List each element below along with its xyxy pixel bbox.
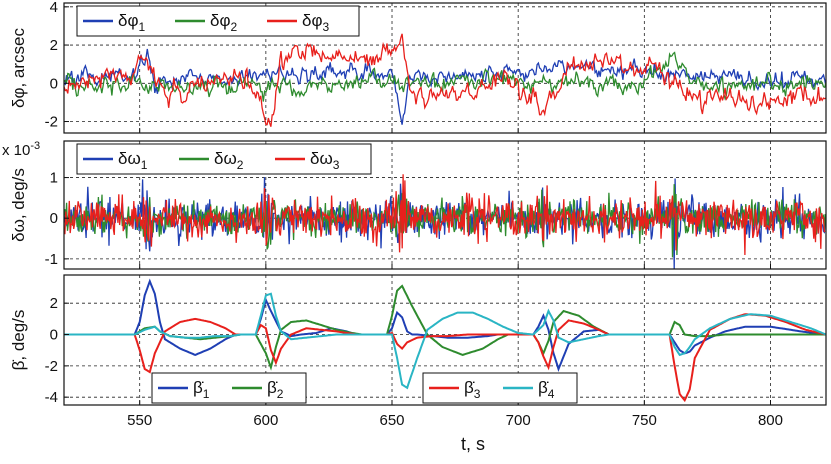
panel-top: -2 0 2 4 δφ, arcsec δφ1 δφ2 δφ3 [9,0,827,134]
y-tick-label: 0 [50,210,58,227]
series-line-top-3 [64,33,826,127]
legend: β̇1 β̇2 [151,372,307,404]
legend-entry: δφ3 [302,11,330,34]
series-layer [64,174,826,269]
legend-entry: β̇2 [267,378,284,401]
y-axis-label: δφ, arcsec [9,28,28,109]
y-tick-label: 2 [50,37,58,54]
y-axis-label: δω, deg/s [9,168,28,242]
x-tick-label: 650 [379,412,404,429]
y-tick-label: 1 [50,170,58,187]
y-tick-label: -2 [45,114,58,131]
x-tick-label: 600 [253,412,278,429]
plot-frame [63,274,827,406]
legend-entry: β̇1 [193,378,210,401]
y-tick-label: -4 [45,389,58,406]
y-tick-label: 4 [50,0,58,16]
panel-bottom: -4 -2 0 2 β̇, deg/s 550 600 650 700 750 800 t, s β̇1… [9,274,827,454]
series-line-top-1 [64,48,826,125]
x-tick-label: 800 [758,412,783,429]
x-tick-label: 700 [506,412,531,429]
series-line-bottom-4 [64,292,826,390]
legend-entry: δω2 [214,149,244,172]
legend-entry: δω3 [310,149,340,172]
x-tick-label: 550 [127,412,152,429]
y-tick-label: 0 [50,327,58,344]
x-tick-label: 750 [632,412,657,429]
y-tick-label: 0 [50,75,58,92]
x-axis-label: t, s [461,434,485,454]
y-tick-label: -2 [45,358,58,375]
panel-middle: -1 0 1 δω, deg/s x 10-3 δω1 δω2 δω3 [2,140,827,270]
y-axis-label: β̇, deg/s [9,310,28,371]
legend-box [76,143,372,175]
y-tick-label: 2 [50,295,58,312]
legend: δφ1 δφ2 δφ3 [76,5,360,37]
panels-layer: -2 0 2 4 δφ, arcsec δφ1 δφ2 δφ3 -1 0 1 δω, deg/s x 1… [2,0,827,454]
y-tick-label: -1 [45,251,58,268]
legend-entry: δφ1 [118,11,146,34]
plot-frame [63,2,827,134]
series-layer [64,33,826,127]
series-line-top-2 [64,51,826,102]
legend-box [76,5,360,37]
legend: β̇3 β̇4 [422,372,578,404]
legend-entry: δφ2 [210,11,238,34]
series-line-bottom-3 [64,313,826,403]
y-scale-label: x 10-3 [2,140,40,159]
legend-entry: β̇4 [538,378,555,401]
legend-entry: β̇3 [464,378,481,401]
legend-entry: δω1 [118,149,148,172]
legend: δω1 δω2 δω3 [76,143,372,175]
series-line-middle-3 [64,174,826,256]
series-line-bottom-1 [64,278,826,372]
plot-frame [63,140,827,270]
series-layer [64,278,826,403]
